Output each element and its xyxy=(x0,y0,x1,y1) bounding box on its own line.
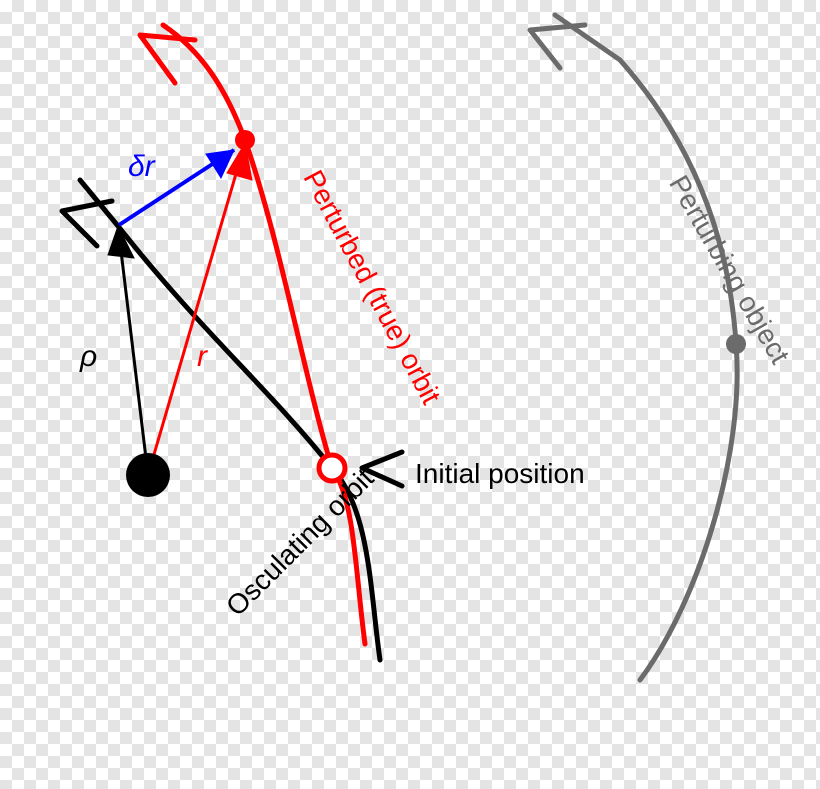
perturbed-body-marker xyxy=(235,130,255,150)
r-vector xyxy=(148,143,245,475)
perturbed-orbit-curve xyxy=(163,25,365,644)
delta-r-label: δr xyxy=(128,150,155,184)
r-label: r xyxy=(197,340,207,374)
initial-position-label: Initial position xyxy=(415,458,585,490)
rho-vector xyxy=(118,226,148,475)
perturbing-body-marker xyxy=(726,334,746,354)
rho-label: ρ xyxy=(80,340,97,374)
perturbing-object-curve xyxy=(555,15,737,680)
central-body xyxy=(126,453,170,497)
